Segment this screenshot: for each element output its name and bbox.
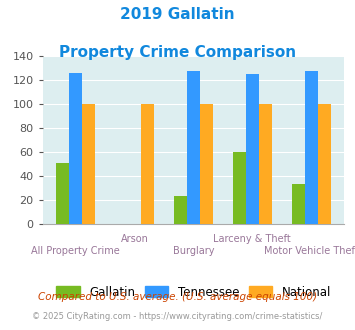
- Bar: [292, 183, 305, 224]
- Bar: [141, 104, 154, 224]
- Text: Motor Vehicle Theft: Motor Vehicle Theft: [264, 246, 355, 256]
- Bar: [318, 104, 331, 224]
- Text: Property Crime Comparison: Property Crime Comparison: [59, 45, 296, 59]
- Text: 2019 Gallatin: 2019 Gallatin: [120, 7, 235, 21]
- Bar: [56, 163, 69, 224]
- Bar: [200, 104, 213, 224]
- Bar: [259, 104, 272, 224]
- Text: Burglary: Burglary: [173, 246, 214, 256]
- Text: Arson: Arson: [121, 235, 148, 245]
- Bar: [69, 73, 82, 224]
- Bar: [305, 71, 318, 224]
- Text: Larceny & Theft: Larceny & Theft: [213, 235, 291, 245]
- Legend: Gallatin, Tennessee, National: Gallatin, Tennessee, National: [51, 281, 336, 303]
- Text: © 2025 CityRating.com - https://www.cityrating.com/crime-statistics/: © 2025 CityRating.com - https://www.city…: [32, 312, 323, 321]
- Bar: [187, 71, 200, 224]
- Bar: [246, 74, 259, 224]
- Text: All Property Crime: All Property Crime: [31, 246, 120, 256]
- Bar: [82, 104, 95, 224]
- Bar: [174, 196, 187, 224]
- Text: Compared to U.S. average. (U.S. average equals 100): Compared to U.S. average. (U.S. average …: [38, 292, 317, 302]
- Bar: [233, 152, 246, 224]
